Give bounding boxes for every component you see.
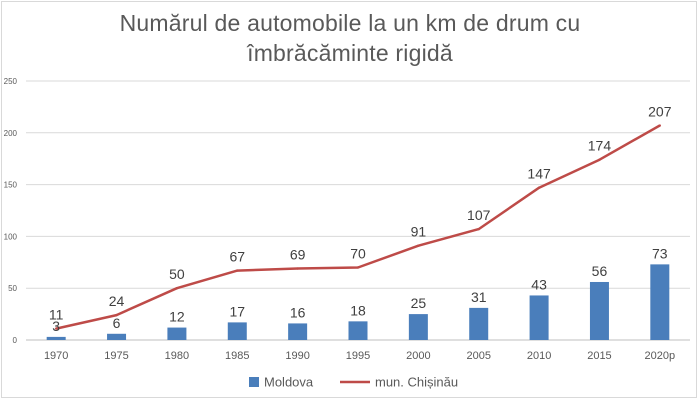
series-line-chisinau [55,124,661,330]
line-value-label: 107 [467,207,491,223]
bar-value-label: 17 [229,303,245,319]
bar [589,281,609,340]
line-value-label: 147 [527,166,551,182]
chart-title-line-1: Numărul de automobile la un km de drum c… [119,10,581,36]
bar [650,264,670,340]
line-point [477,227,480,231]
bar [348,321,368,340]
bar-value-label: 12 [169,309,185,325]
x-tick-label: 2005 [466,350,490,362]
line-point [175,287,179,290]
bar-value-label: 25 [411,295,427,311]
bar-value-label: 16 [290,304,306,320]
line-point [356,266,360,269]
x-tick-label: 1985 [225,350,249,362]
x-tick-label: 1970 [44,350,68,362]
bar [107,333,127,340]
bar-value-label: 3 [52,318,60,334]
line-point [54,327,58,330]
x-tick-label: 1990 [285,350,309,362]
legend-label-moldova: Moldova [264,375,314,390]
x-tick-label: 1980 [165,350,189,362]
y-tick-label: 0 [13,336,18,345]
line-point [236,269,239,272]
bar-value-label: 6 [113,315,121,331]
x-tick-label: 2000 [406,350,430,362]
y-tick-label: 100 [4,232,18,241]
bar [288,323,308,340]
line-value-label: 67 [229,249,245,265]
bar [167,327,187,340]
line-point [296,267,299,270]
line-point [115,313,118,317]
bar-value-label: 18 [350,302,366,318]
bar [408,314,428,340]
line-point [598,158,601,161]
chart-title: Numărul de automobile la un km de drum c… [0,8,700,68]
x-tick-label: 2010 [527,350,551,362]
bar [227,322,247,340]
line-point [537,186,541,189]
line-value-label: 207 [648,104,672,120]
x-tick-label: 1975 [104,350,128,362]
y-tick-label: 250 [4,77,18,86]
line-value-label: 91 [411,224,427,240]
bar [469,307,489,340]
line-value-label: 174 [588,138,612,154]
legend-label-chisinau: mun. Chișinău [375,375,458,390]
line-value-label: 69 [290,247,306,263]
line-value-label: 70 [350,245,366,261]
x-tick-label: 1995 [346,350,370,362]
y-tick-label: 50 [8,284,17,293]
chart-title-line-2: îmbrăcăminte rigidă [247,40,453,66]
x-tick-label: 2015 [587,350,611,362]
line-value-label: 11 [49,307,64,323]
x-tick-label: 2020p [645,350,676,362]
line-point [417,244,420,247]
bar [529,295,549,340]
bar-value-label: 73 [652,245,668,261]
bar [46,336,66,340]
legend-swatch-moldova [249,377,259,387]
line-point [658,124,662,127]
bar-value-label: 43 [531,276,547,292]
y-tick-label: 150 [4,181,18,190]
line-value-label: 24 [109,293,125,309]
bar-value-label: 31 [471,289,487,305]
line-value-label: 50 [169,266,185,282]
bar-value-label: 56 [592,263,608,279]
y-tick-label: 200 [4,129,18,138]
